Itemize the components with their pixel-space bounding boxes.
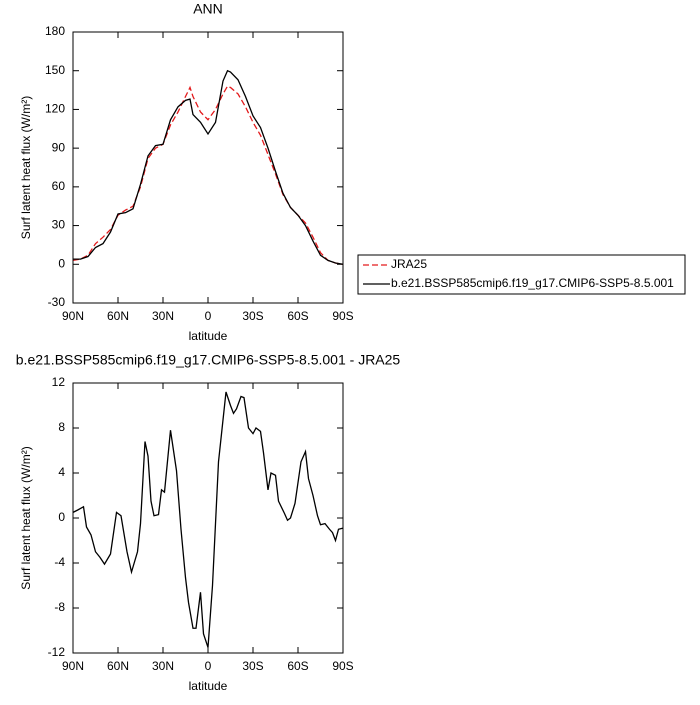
x-tick-label: 90N [62, 659, 84, 673]
series-line [72, 85, 344, 265]
y-tick-label: 4 [58, 465, 65, 479]
y-tick-label: 30 [52, 218, 66, 232]
x-tick-label: 60S [287, 659, 308, 673]
legend-box [357, 254, 686, 295]
x-tick-label: 90S [332, 309, 353, 323]
x-tick-label: 30S [242, 659, 263, 673]
y-tick-label: -30 [48, 295, 66, 309]
plot-frame [72, 31, 344, 304]
y-axis-label: Surf latent heat flux (W/m²) [19, 446, 33, 589]
x-tick-label: 90S [332, 659, 353, 673]
y-tick-label: -4 [54, 555, 65, 569]
plot-frame [72, 382, 344, 654]
y-tick-label: 60 [52, 179, 66, 193]
x-axis-label: latitude [189, 329, 228, 343]
series-line [72, 391, 344, 648]
chart-title: b.e21.BSSP585cmip6.f19_g17.CMIP6-SSP5-8.… [16, 352, 401, 368]
x-tick-label: 30S [242, 309, 263, 323]
series-line [73, 69, 344, 265]
y-tick-label: -8 [54, 600, 65, 614]
y-tick-label: 0 [58, 510, 65, 524]
x-tick-label: 30N [152, 309, 174, 323]
y-tick-label: 90 [52, 140, 66, 154]
x-tick-label: 0 [205, 309, 212, 323]
y-tick-label: 0 [58, 256, 65, 270]
y-tick-label: 12 [52, 375, 66, 389]
x-tick-label: 60S [287, 309, 308, 323]
x-tick-label: 60N [107, 309, 129, 323]
x-tick-label: 30N [152, 659, 174, 673]
y-tick-label: 8 [58, 420, 65, 434]
chart-title: ANN [193, 1, 223, 17]
y-axis-label: Surf latent heat flux (W/m²) [19, 96, 33, 239]
legend-label: JRA25 [391, 257, 427, 271]
x-tick-label: 0 [205, 659, 212, 673]
y-tick-label: -12 [48, 645, 66, 659]
legend-label: b.e21.BSSP585cmip6.f19_g17.CMIP6-SSP5-8.… [391, 276, 674, 290]
x-tick-label: 60N [107, 659, 129, 673]
x-tick-label: 90N [62, 309, 84, 323]
y-tick-label: 120 [45, 102, 65, 116]
y-tick-label: 150 [45, 63, 65, 77]
x-axis-label: latitude [189, 679, 228, 693]
y-tick-label: 180 [45, 24, 65, 38]
